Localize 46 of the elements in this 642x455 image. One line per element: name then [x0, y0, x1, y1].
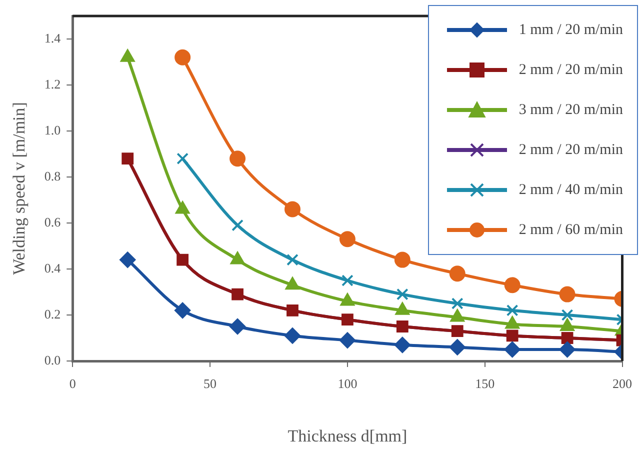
point [339, 231, 356, 248]
point [449, 339, 466, 356]
point [174, 49, 191, 66]
point [176, 152, 189, 165]
y-tick-label: 1.2 [44, 76, 61, 92]
point [504, 277, 520, 294]
point [284, 328, 300, 344]
y-tick-label: 0.4 [44, 260, 62, 276]
y-tick-label: 0.0 [44, 352, 61, 368]
legend-label: 3 mm / 20 m/min [518, 102, 623, 118]
x-tick-label: 150 [475, 376, 495, 392]
x-tick-label: 50 [204, 376, 217, 392]
x-tick-label: 100 [338, 376, 358, 392]
point [451, 298, 464, 310]
legend-label: 2 mm / 40 m/min [518, 182, 623, 198]
point [561, 309, 574, 321]
point [396, 288, 408, 300]
x-tick-label: 200 [612, 376, 632, 392]
point [339, 332, 356, 348]
y-axis-title: Welding speed v [m/min] [10, 102, 29, 275]
legend-label: 2 mm / 20 m/min [518, 62, 623, 78]
point [449, 266, 466, 282]
legend-label: 1 mm / 20 m/min [518, 22, 623, 38]
y-tick-label: 1.0 [44, 122, 61, 138]
point [286, 254, 298, 266]
y-tick-label: 0.8 [44, 168, 61, 184]
y-tick-label: 1.4 [44, 30, 62, 46]
point [559, 286, 576, 302]
x-tick-label: 0 [69, 376, 76, 392]
point [284, 201, 300, 218]
point [230, 318, 246, 334]
x-axis-title: Thickness d[mm] [288, 426, 408, 446]
point [230, 150, 246, 167]
point [394, 336, 410, 353]
point [174, 302, 191, 318]
point [120, 252, 136, 268]
point [504, 342, 520, 358]
legend-label: 2 mm / 20 m/min [518, 142, 623, 158]
point [506, 304, 518, 316]
point [559, 342, 576, 358]
point [232, 219, 244, 232]
point [394, 252, 410, 268]
legend-label: 2 mm / 60 m/min [518, 222, 623, 238]
y-tick-label: 0.6 [44, 214, 62, 230]
point [342, 274, 354, 286]
y-tick-label: 0.2 [44, 306, 61, 322]
